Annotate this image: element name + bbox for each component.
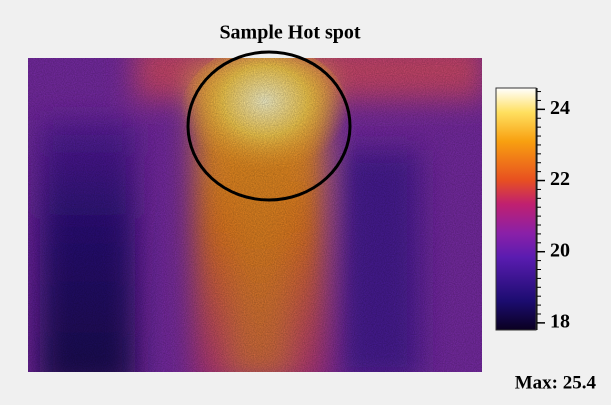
tick-label: 22 <box>550 168 570 190</box>
colorbar <box>495 87 537 331</box>
hot-spot-circle <box>186 50 352 202</box>
title: Sample Hot spot <box>219 22 360 44</box>
tick-label: 24 <box>550 97 570 119</box>
tick-label: 18 <box>550 310 570 332</box>
thermal-image <box>28 58 482 372</box>
tick-label: 20 <box>550 239 570 261</box>
max-label: Max: 25.4 <box>515 372 597 393</box>
